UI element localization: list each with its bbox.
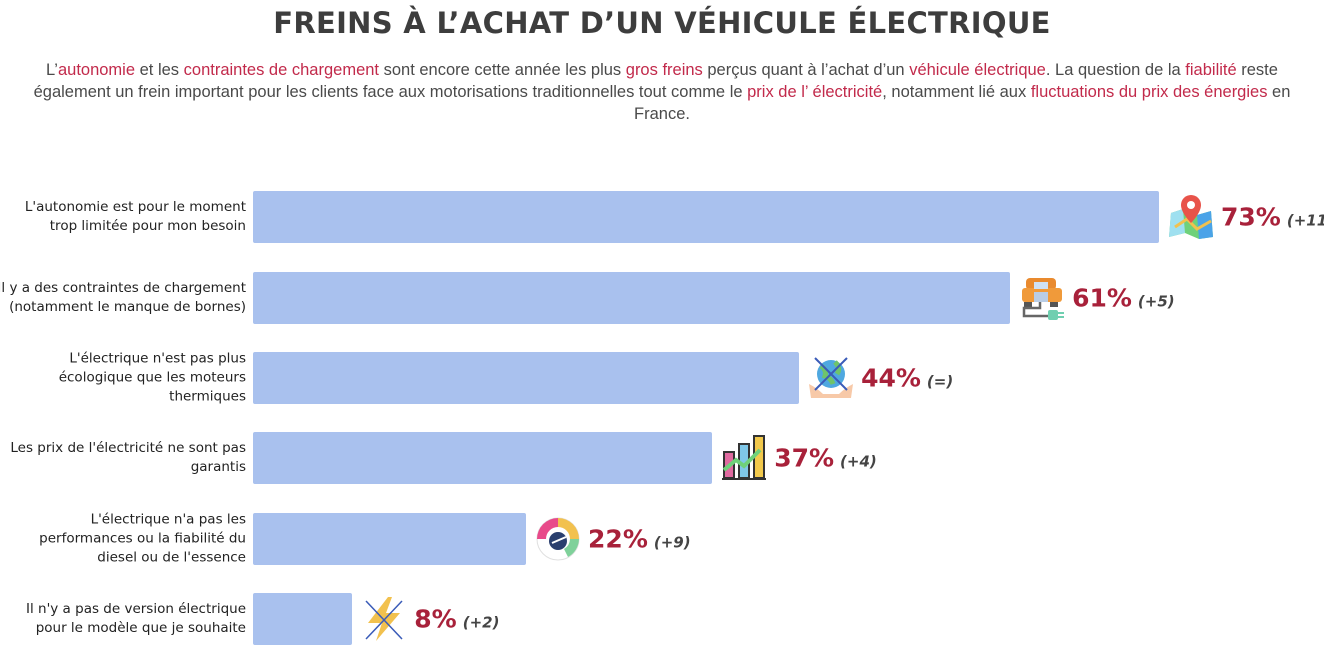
value-label: 8% (414, 604, 457, 634)
bar (253, 593, 353, 645)
subtitle-highlight: fiabilité (1185, 61, 1237, 79)
change-label: (+4) (840, 452, 877, 471)
chart-subtitle: L’autonomie et les contraintes de charge… (30, 59, 1294, 125)
category-label: Il n'y a pas de version électrique pour … (25, 601, 246, 636)
subtitle-highlight: fluctuations du prix des énergies (1030, 83, 1268, 101)
bar-row: L'autonomie est pour le moment trop limi… (0, 191, 1324, 243)
value-label: 61% (1072, 283, 1132, 313)
value-group: 44% (=) (861, 364, 953, 393)
subtitle-text: perçus quant à l’achat d’un (702, 61, 910, 79)
bar-row: Il n'y a pas de version électrique pour … (0, 593, 1324, 645)
value-group: 8% (+2) (414, 605, 499, 634)
subtitle-text: , notamment lié aux (882, 83, 1031, 101)
subtitle-highlight: prix de l’ électricité (747, 83, 883, 101)
value-group: 22% (+9) (588, 525, 691, 554)
bar-row: Les prix de l'électricité ne sont pas ga… (0, 432, 1324, 484)
bar-row: Il y a des contraintes de chargement (no… (0, 272, 1324, 324)
value-label: 22% (588, 524, 648, 554)
category-label: L'électrique n'a pas les performances ou… (39, 511, 246, 566)
category-label: L'autonomie est pour le moment trop limi… (24, 199, 246, 234)
category-label: Il y a des contraintes de chargement (no… (0, 280, 246, 315)
bar-row: L'électrique n'a pas les performances ou… (0, 511, 1324, 566)
chart-title: FREINS À L’ACHAT D’UN VÉHICULE ÉLECTRIQU… (273, 6, 1051, 40)
bar (253, 352, 800, 404)
price-chart-icon (720, 434, 768, 482)
bar (253, 191, 1159, 243)
value-group: 61% (+5) (1072, 284, 1175, 313)
change-label: (+2) (462, 613, 500, 632)
value-label: 37% (774, 443, 835, 473)
bar (253, 432, 713, 484)
crossed-earth-icon (807, 354, 855, 402)
value-group: 73% (+11) (1221, 203, 1324, 232)
value-label: 44% (861, 363, 921, 393)
subtitle-highlight: autonomie (57, 61, 136, 79)
map-pin-icon (1167, 193, 1215, 241)
value-group: 37% (+4) (774, 444, 877, 473)
subtitle-text: sont encore cette année les plus (379, 61, 626, 79)
crossed-lightning-icon (360, 595, 408, 643)
change-label: (+11) (1286, 211, 1324, 230)
subtitle-highlight: véhicule électrique (909, 61, 1046, 79)
speedometer-icon (534, 515, 582, 563)
bar-row: L'électrique n'est pas plus écologique q… (0, 350, 1324, 405)
value-label: 73% (1221, 202, 1281, 232)
subtitle-highlight: contraintes de chargement (183, 61, 380, 79)
category-label: L'électrique n'est pas plus écologique q… (58, 350, 246, 405)
subtitle-text: L’ (46, 61, 58, 79)
change-label: (=) (926, 372, 954, 391)
subtitle-text: . La question de la (1045, 61, 1186, 79)
change-label: (+9) (653, 533, 691, 552)
subtitle-highlight: gros freins (625, 61, 703, 79)
change-label: (+5) (1137, 292, 1175, 311)
category-label: Les prix de l'électricité ne sont pas ga… (10, 440, 246, 475)
bar (253, 272, 1011, 324)
subtitle-text: reste également un frein important pour … (33, 61, 1278, 101)
subtitle-text: en France. (634, 83, 1291, 123)
car-charging-icon (1018, 274, 1066, 322)
bar (253, 513, 527, 565)
subtitle-text: et les (135, 61, 184, 79)
